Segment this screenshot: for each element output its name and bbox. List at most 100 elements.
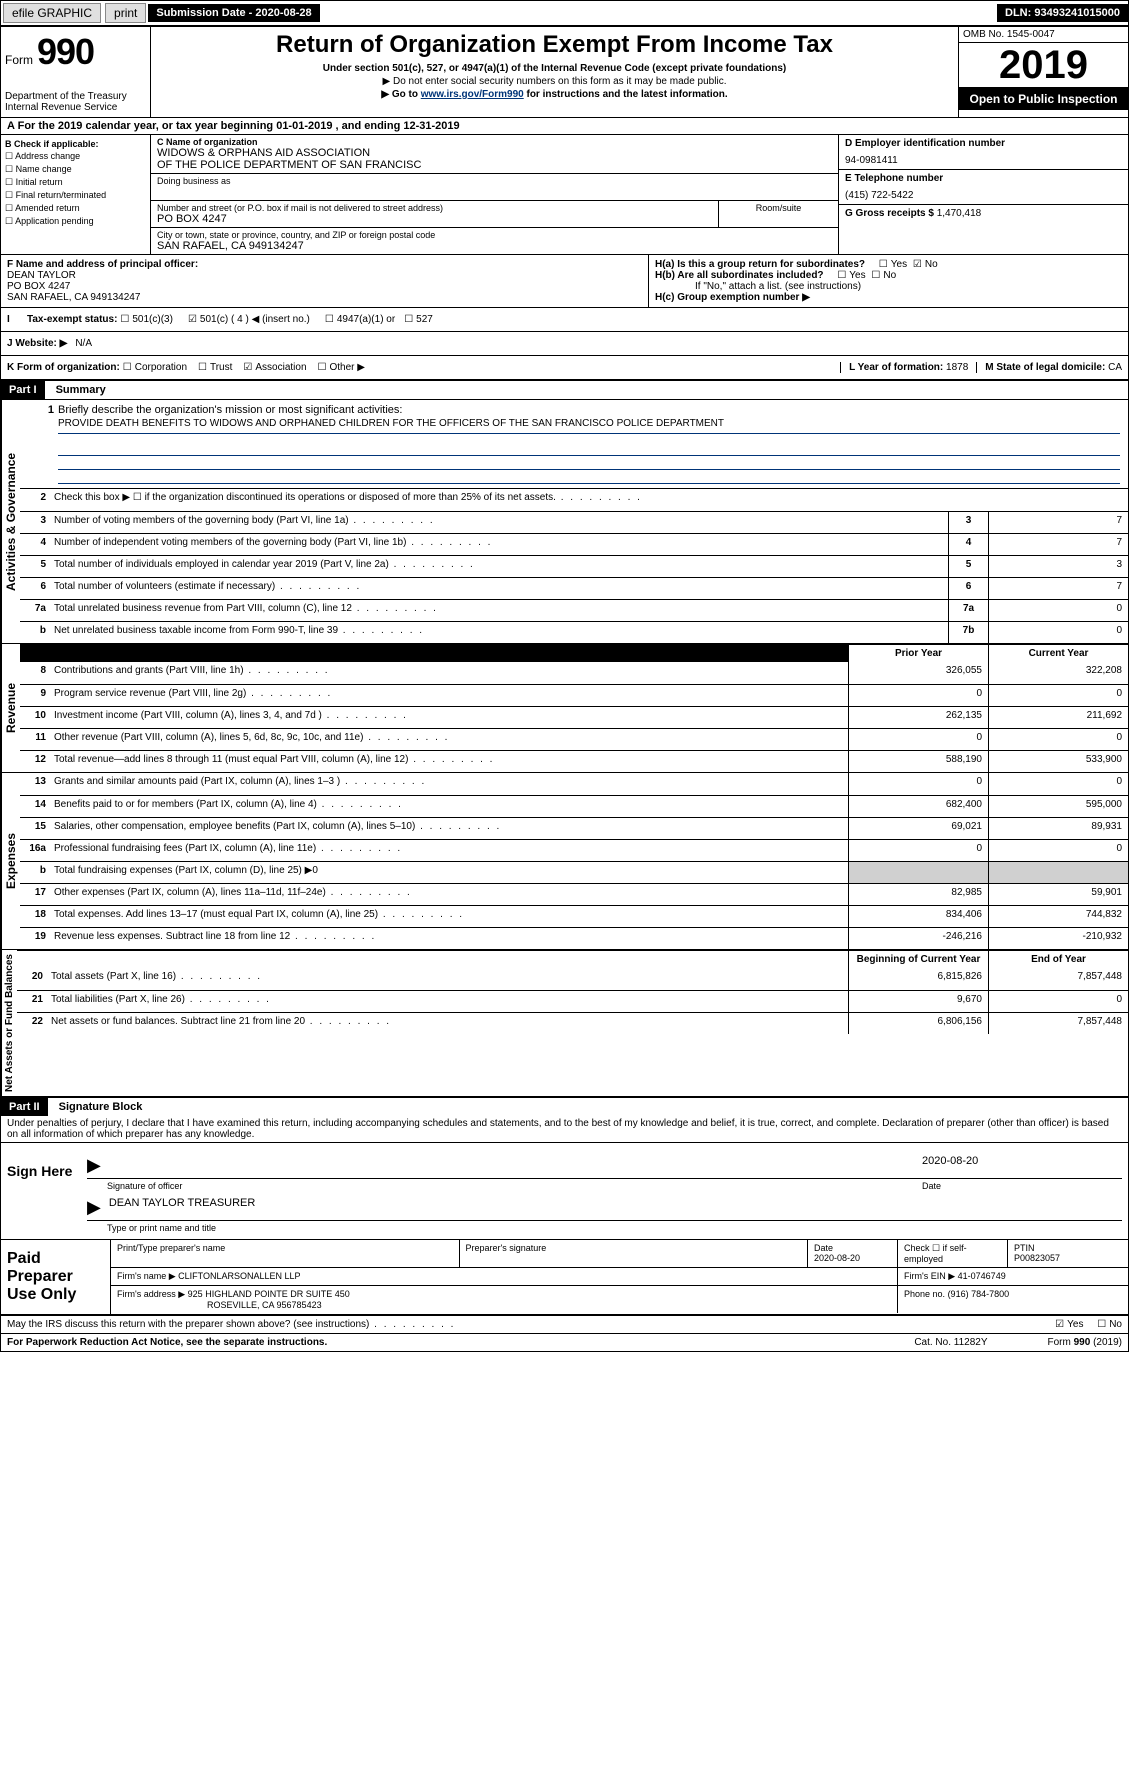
data-line: 19Revenue less expenses. Subtract line 1… — [20, 927, 1128, 949]
firm-addr1: 925 HIGHLAND POINTE DR SUITE 450 — [188, 1289, 350, 1299]
city-label: City or town, state or province, country… — [157, 230, 832, 240]
vert-expenses: Expenses — [1, 773, 20, 949]
arrow-icon: ▶ — [87, 1155, 101, 1176]
ein-value: 94-0981411 — [845, 155, 1122, 166]
box-g-label: G Gross receipts $ — [845, 208, 937, 219]
part1-label: Part I — [1, 381, 45, 399]
top-bar: efile GRAPHIC print Submission Date - 20… — [0, 0, 1129, 26]
room-suite-label: Room/suite — [718, 201, 838, 227]
chk-4947[interactable] — [322, 314, 337, 325]
form-container: Form 990 Department of the Treasury Inte… — [0, 26, 1129, 1352]
gov-line: 5Total number of individuals employed in… — [20, 555, 1128, 577]
part2-label: Part II — [1, 1098, 48, 1116]
ptin-value: P00823057 — [1014, 1253, 1122, 1263]
gov-line: 2Check this box ▶ ☐ if the organization … — [20, 489, 1128, 511]
gov-line: 6Total number of volunteers (estimate if… — [20, 577, 1128, 599]
hb-label: H(b) Are all subordinates included? — [655, 270, 824, 281]
data-line: 20Total assets (Part X, line 16)6,815,82… — [17, 968, 1128, 990]
footer-row: For Paperwork Reduction Act Notice, see … — [1, 1334, 1128, 1351]
data-line: 13Grants and similar amounts paid (Part … — [20, 773, 1128, 795]
subtitle-3: Go to www.irs.gov/Form990 for instructio… — [159, 89, 950, 100]
part2-title: Signature Block — [51, 1098, 151, 1116]
chk-other[interactable] — [315, 362, 330, 373]
officer-name: DEAN TAYLOR — [7, 270, 642, 281]
form-number: 990 — [37, 31, 94, 73]
discuss-yes[interactable] — [1052, 1319, 1067, 1330]
chk-assoc[interactable] — [240, 362, 255, 373]
chk-final-return[interactable]: Final return/terminated — [5, 190, 146, 201]
open-to-public: Open to Public Inspection — [959, 88, 1128, 110]
tax-year: 2019 — [959, 43, 1128, 88]
form-word: Form — [5, 53, 33, 67]
firm-ein: 41-0746749 — [958, 1271, 1006, 1281]
chk-address-change[interactable]: Address change — [5, 151, 146, 162]
data-line: 9Program service revenue (Part VIII, lin… — [20, 684, 1128, 706]
officer-printed-name: DEAN TAYLOR TREASURER — [109, 1197, 256, 1218]
penalties-text: Under penalties of perjury, I declare th… — [1, 1116, 1128, 1143]
part1-title: Summary — [48, 381, 114, 399]
website-value: N/A — [75, 338, 92, 349]
hb-yes[interactable] — [834, 270, 849, 281]
vert-netassets: Net Assets or Fund Balances — [1, 950, 17, 1096]
revenue-section: Revenue Prior Year Current Year 8Contrib… — [1, 644, 1128, 773]
hb-note: If "No," attach a list. (see instruction… — [695, 281, 1122, 292]
form-footer: Form 990 (2019) — [1048, 1337, 1122, 1348]
data-line: 11Other revenue (Part VIII, column (A), … — [20, 728, 1128, 750]
mission-label: Briefly describe the organization's miss… — [58, 404, 402, 416]
paid-preparer-label: Paid Preparer Use Only — [1, 1240, 111, 1314]
form-header: Form 990 Department of the Treasury Inte… — [1, 27, 1128, 118]
ha-yes[interactable] — [876, 259, 891, 270]
gov-line: bNet unrelated business taxable income f… — [20, 621, 1128, 643]
website-row: J Website: ▶ N/A — [1, 332, 1128, 356]
name-label: Type or print name and title — [107, 1223, 216, 1233]
discuss-row: May the IRS discuss this return with the… — [1, 1316, 1128, 1334]
subtitle-2: Do not enter social security numbers on … — [159, 76, 950, 87]
year-formation: 1878 — [946, 362, 968, 373]
org-name-1: WIDOWS & ORPHANS AID ASSOCIATION — [157, 147, 832, 159]
efile-button[interactable]: efile GRAPHIC — [3, 3, 101, 23]
box-b-label: B Check if applicable: — [5, 139, 146, 149]
gov-line: 4Number of independent voting members of… — [20, 533, 1128, 555]
chk-trust[interactable] — [195, 362, 210, 373]
omb-number: OMB No. 1545-0047 — [959, 27, 1128, 43]
discuss-no[interactable] — [1094, 1319, 1109, 1330]
box-f-label: F Name and address of principal officer: — [7, 259, 642, 270]
data-line: 8Contributions and grants (Part VIII, li… — [20, 662, 1128, 684]
self-employed-check[interactable]: Check ☐ if self-employed — [898, 1240, 1008, 1267]
chk-501c3[interactable] — [117, 314, 132, 325]
print-button[interactable]: print — [105, 3, 146, 23]
officer-addr1: PO BOX 4247 — [7, 281, 642, 292]
paid-preparer-section: Paid Preparer Use Only Print/Type prepar… — [1, 1240, 1128, 1316]
submission-date-label: Submission Date - 2020-08-28 — [148, 4, 319, 22]
ha-no[interactable] — [910, 259, 925, 270]
chk-app-pending[interactable]: Application pending — [5, 216, 146, 227]
box-d-label: D Employer identification number — [845, 138, 1122, 149]
mission-text: PROVIDE DEATH BENEFITS TO WIDOWS AND ORP… — [58, 418, 1120, 434]
hb-no[interactable] — [868, 270, 883, 281]
phone-value: (415) 722-5422 — [845, 190, 1122, 201]
ha-label: H(a) Is this a group return for subordin… — [655, 259, 865, 270]
org-city: SAN RAFAEL, CA 949134247 — [157, 240, 832, 252]
chk-name-change[interactable]: Name change — [5, 164, 146, 175]
prior-year-hdr: Prior Year — [848, 645, 988, 662]
current-year-hdr: Current Year — [988, 645, 1128, 662]
chk-527[interactable] — [401, 314, 416, 325]
form990-link[interactable]: www.irs.gov/Form990 — [421, 89, 524, 100]
netassets-section: Net Assets or Fund Balances Beginning of… — [1, 950, 1128, 1098]
chk-amended[interactable]: Amended return — [5, 203, 146, 214]
chk-corp[interactable] — [120, 362, 135, 373]
begin-year-hdr: Beginning of Current Year — [848, 951, 988, 968]
data-line: 17Other expenses (Part IX, column (A), l… — [20, 883, 1128, 905]
data-line: 14Benefits paid to or for members (Part … — [20, 795, 1128, 817]
chk-501c[interactable] — [185, 314, 200, 325]
data-line: 10Investment income (Part VIII, column (… — [20, 706, 1128, 728]
date-label: Date — [922, 1181, 1122, 1191]
data-line: bTotal fundraising expenses (Part IX, co… — [20, 861, 1128, 883]
preparer-date: 2020-08-20 — [814, 1253, 891, 1263]
firm-addr2: ROSEVILLE, CA 956785423 — [207, 1300, 891, 1310]
paperwork-notice: For Paperwork Reduction Act Notice, see … — [7, 1337, 327, 1348]
gov-line: 3Number of voting members of the governi… — [20, 511, 1128, 533]
sig-officer-label: Signature of officer — [107, 1181, 922, 1191]
chk-initial-return[interactable]: Initial return — [5, 177, 146, 188]
part2-header-row: Part II Signature Block — [1, 1098, 1128, 1116]
